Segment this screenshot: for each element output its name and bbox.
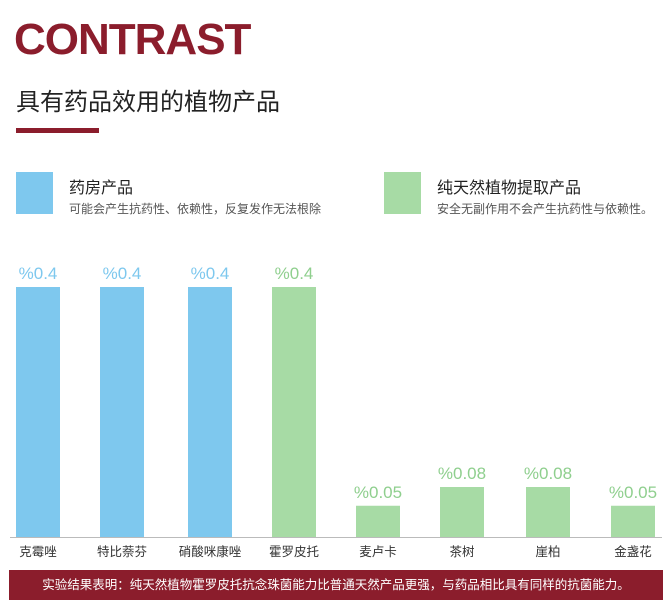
category-label-3: 霍罗皮托 bbox=[269, 544, 319, 559]
bar-6 bbox=[526, 487, 570, 537]
legend-pharmacy-label: 药房产品 bbox=[69, 178, 134, 197]
bar-4 bbox=[356, 505, 400, 537]
bar-value-label-3: %0.4 bbox=[275, 264, 314, 283]
bar-1 bbox=[100, 287, 144, 537]
bar-3 bbox=[272, 287, 316, 537]
legend-natural-swatch bbox=[384, 172, 421, 214]
bar-2 bbox=[188, 287, 232, 537]
category-label-6: 崖柏 bbox=[535, 544, 560, 559]
bar-value-label-5: %0.08 bbox=[438, 464, 486, 483]
legend-natural-description: 安全无副作用不会产生抗药性与依赖性。 bbox=[437, 202, 654, 216]
category-label-2: 硝酸咪康唑 bbox=[179, 544, 242, 559]
page-title: CONTRAST bbox=[14, 15, 251, 64]
category-label-4: 麦卢卡 bbox=[359, 544, 397, 559]
category-label-0: 克霉唑 bbox=[19, 544, 57, 559]
category-label-1: 特比萘芬 bbox=[97, 544, 148, 559]
footer-note: 实验结果表明：纯天然植物霍罗皮托抗念珠菌能力比普通天然产品更强，与药品相比具有同… bbox=[9, 570, 663, 600]
bar-value-label-4: %0.05 bbox=[354, 483, 402, 502]
bar-value-label-7: %0.05 bbox=[609, 483, 657, 502]
bar-value-label-2: %0.4 bbox=[191, 264, 230, 283]
title-underline bbox=[16, 128, 99, 133]
page-subtitle: 具有药品效用的植物产品 bbox=[16, 88, 280, 116]
bar-7 bbox=[611, 505, 655, 537]
bar-value-label-0: %0.4 bbox=[19, 264, 58, 283]
bar-value-label-6: %0.08 bbox=[524, 464, 572, 483]
category-label-5: 茶树 bbox=[449, 544, 474, 559]
bar-5 bbox=[440, 487, 484, 537]
bar-value-label-1: %0.4 bbox=[103, 264, 142, 283]
legend-natural-label: 纯天然植物提取产品 bbox=[437, 178, 582, 197]
legend-pharmacy-swatch bbox=[16, 172, 53, 214]
legend-pharmacy-description: 可能会产生抗药性、依赖性，反复发作无法根除 bbox=[69, 202, 322, 216]
bar-0 bbox=[16, 287, 60, 537]
category-label-7: 金盏花 bbox=[614, 544, 652, 559]
